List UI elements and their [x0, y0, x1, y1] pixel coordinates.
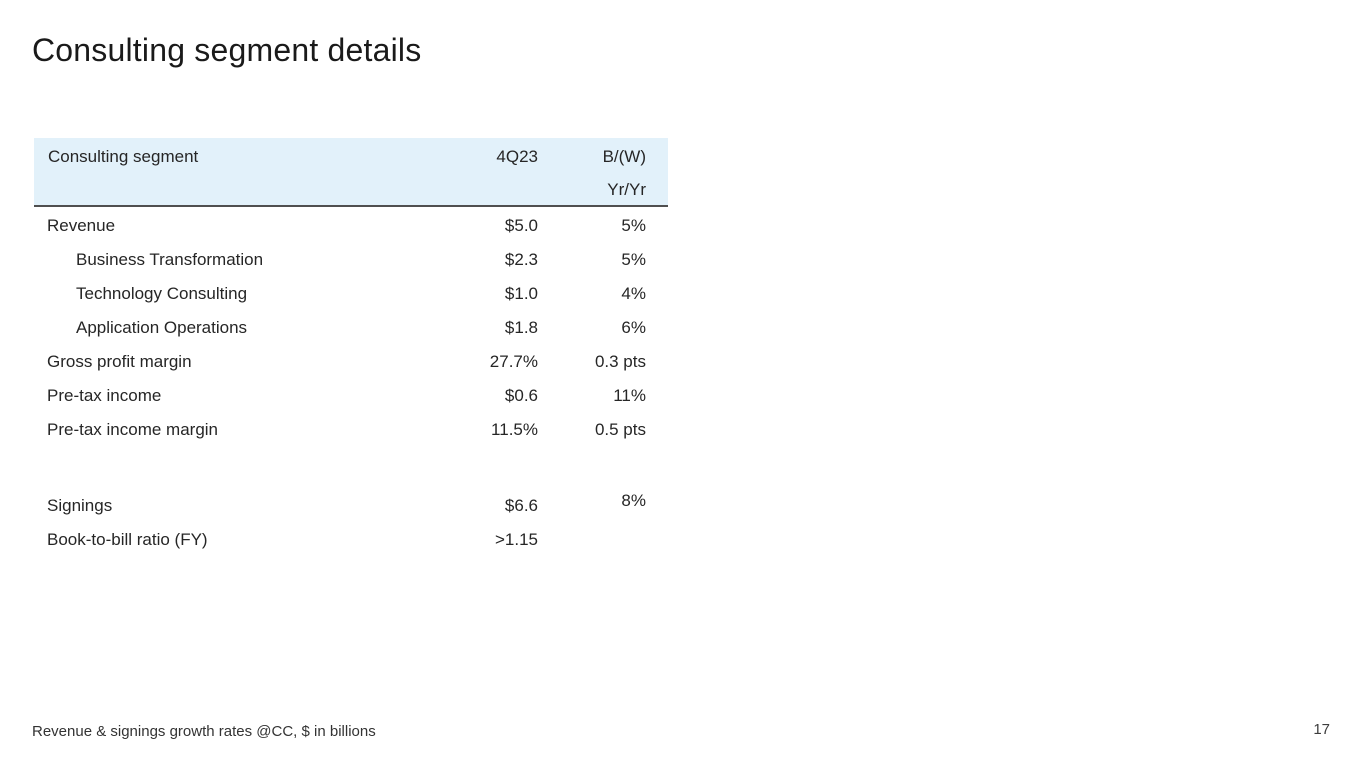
- row-value-yoy: 4%: [621, 284, 646, 303]
- row-label: Revenue: [47, 216, 116, 235]
- row-value-4q23: 11.5%: [491, 420, 538, 439]
- row-label: Application Operations: [76, 318, 248, 337]
- row-label: Signings: [47, 496, 113, 515]
- row-value-4q23: 27.7%: [489, 352, 538, 371]
- row-value-yoy: 5%: [621, 216, 646, 235]
- header-segment-label: Consulting segment: [34, 140, 398, 206]
- page-title: Consulting segment details: [32, 32, 422, 68]
- table-header-row: Consulting segment 4Q23 B/(W) Yr/Yr: [34, 138, 668, 207]
- table-spacer: [34, 447, 668, 489]
- row-label: Book-to-bill ratio (FY): [47, 530, 208, 549]
- table-row: Revenue $5.0 5%: [34, 209, 668, 243]
- table-body: Revenue $5.0 5% Business Transformation …: [34, 207, 668, 557]
- row-value-4q23: $1.0: [504, 284, 538, 303]
- table-row: Pre-tax income $0.6 11%: [34, 379, 668, 413]
- header-bw-line2: Yr/Yr: [607, 180, 646, 199]
- row-value-4q23: $2.3: [504, 250, 538, 269]
- row-label: Pre-tax income: [47, 386, 162, 405]
- table-row: Book-to-bill ratio (FY) >1.15: [34, 523, 668, 557]
- row-value-yoy: 0.5 pts: [594, 420, 646, 439]
- table-row: Application Operations $1.8 6%: [34, 311, 668, 345]
- row-value-4q23: $6.6: [504, 496, 538, 515]
- row-label: Gross profit margin: [47, 352, 192, 371]
- row-value-yoy: 8%: [621, 491, 646, 510]
- row-label: Pre-tax income margin: [47, 420, 219, 439]
- table-row: Signings $6.6 8%: [34, 489, 668, 523]
- table-row: Business Transformation $2.3 5%: [34, 243, 668, 277]
- table-row: Technology Consulting $1.0 4%: [34, 277, 668, 311]
- header-segment-text: Consulting segment: [48, 147, 199, 166]
- row-value-yoy: 0.3 pts: [594, 352, 646, 371]
- footnote: Revenue & signings growth rates @CC, $ i…: [32, 723, 376, 740]
- header-bw-line1: B/(W): [602, 147, 646, 166]
- page-number: 17: [1313, 721, 1330, 738]
- table-row: Pre-tax income margin 11.5% 0.5 pts: [34, 413, 668, 447]
- row-label: Business Transformation: [76, 250, 264, 269]
- consulting-segment-table: Consulting segment 4Q23 B/(W) Yr/Yr Reve…: [34, 138, 668, 557]
- row-value-4q23: >1.15: [494, 530, 538, 549]
- row-value-yoy: [538, 523, 668, 557]
- table-row: Gross profit margin 27.7% 0.3 pts: [34, 345, 668, 379]
- header-bw-column: B/(W) Yr/Yr: [538, 140, 668, 206]
- row-value-4q23: $1.8: [504, 318, 538, 337]
- row-value-4q23: $0.6: [504, 386, 538, 405]
- header-period-column: 4Q23: [398, 140, 538, 206]
- header-period-text: 4Q23: [496, 147, 538, 166]
- row-value-4q23: $5.0: [504, 216, 538, 235]
- row-value-yoy: 5%: [621, 250, 646, 269]
- row-label: Technology Consulting: [76, 284, 248, 303]
- row-value-yoy: 6%: [621, 318, 646, 337]
- row-value-yoy: 11%: [613, 386, 646, 405]
